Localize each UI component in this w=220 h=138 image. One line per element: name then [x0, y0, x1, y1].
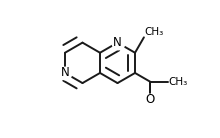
Text: CH₃: CH₃ [168, 77, 187, 87]
Text: CH₃: CH₃ [144, 27, 163, 37]
Text: N: N [113, 36, 122, 49]
Text: N: N [61, 67, 69, 79]
Text: O: O [146, 93, 155, 106]
